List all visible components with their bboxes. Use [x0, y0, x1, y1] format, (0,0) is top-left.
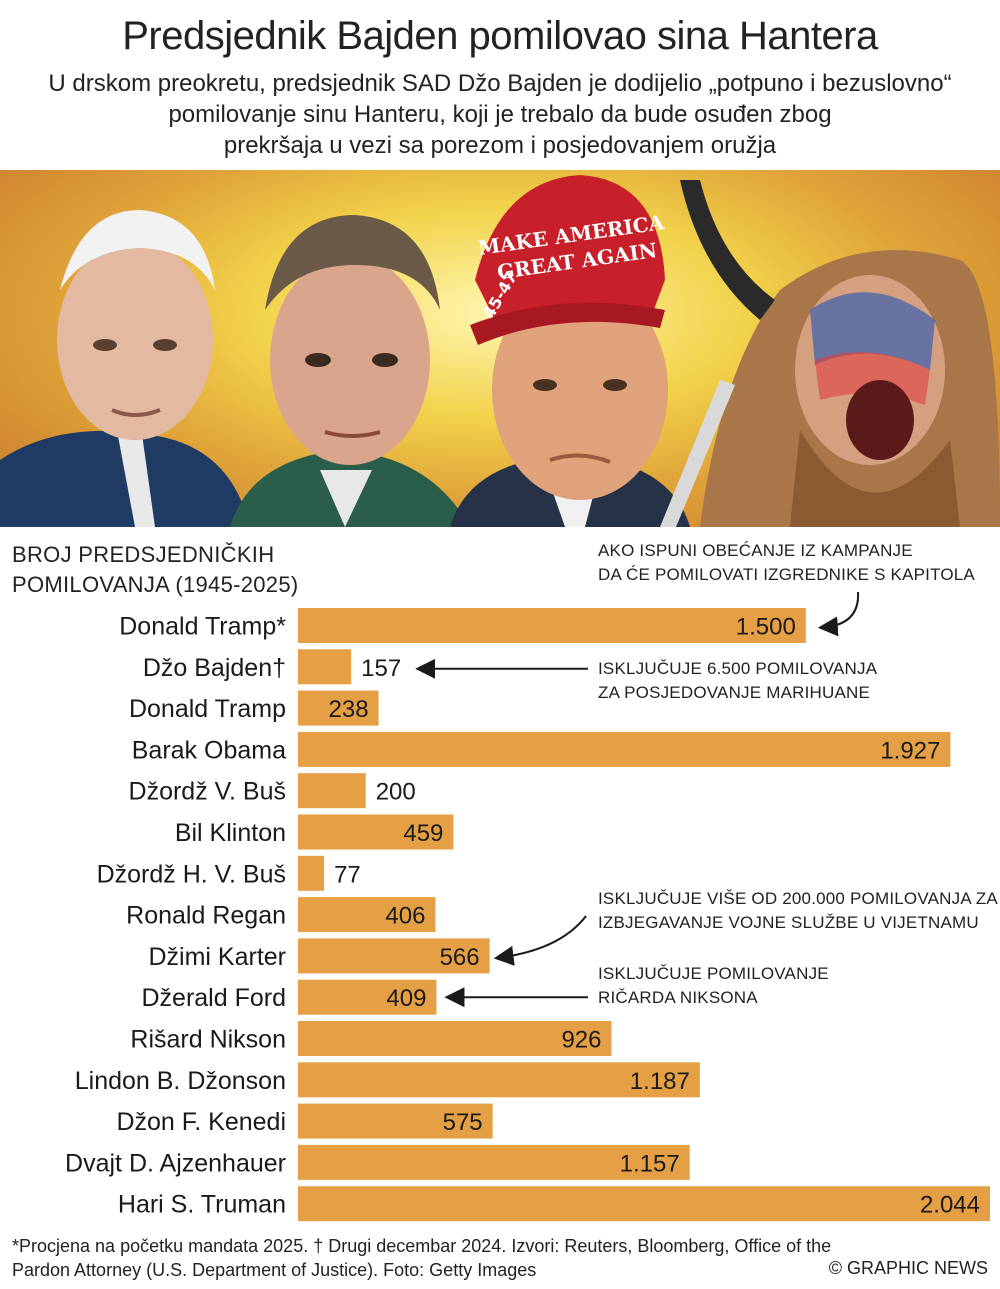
- subtitle-line: pomilovanje sinu Hanteru, koji je trebal…: [168, 101, 832, 128]
- bar: [298, 897, 436, 933]
- portrait-biden: [0, 210, 250, 527]
- category-label: Džordž V. Buš: [129, 778, 286, 806]
- bar: [298, 649, 352, 685]
- category-label: Džordž H. V. Buš: [97, 860, 286, 888]
- value-label: 1.500: [736, 614, 796, 641]
- chart-heading-line: POMILOVANJA (1945-2025): [12, 572, 299, 597]
- annotation-line: ISKLJUČUJE POMILOVANJE: [598, 964, 829, 983]
- photo-illustration: MAKE AMERICA GREAT AGAIN 45-47: [0, 175, 1000, 527]
- annotation-line: IZBJEGAVANJE VOJNE SLUŽBE U VIJETNAMU: [598, 913, 979, 932]
- value-label: 200: [376, 779, 416, 806]
- category-label: Rišard Nikson: [130, 1026, 286, 1054]
- category-label: Donald Tramp: [129, 695, 286, 723]
- category-label: Ronald Regan: [126, 902, 286, 930]
- annotation-line: AKO ISPUNI OBEĆANJE IZ KAMPANJE: [598, 541, 913, 560]
- annotation-arrow: [493, 915, 587, 966]
- portrait-hunter: [230, 215, 470, 527]
- bar: [298, 979, 437, 1015]
- footer-line: Pardon Attorney (U.S. Department of Just…: [12, 1260, 537, 1280]
- value-label: 566: [440, 944, 480, 971]
- footer-notes: *Procjena na početku mandata 2025. † Dru…: [12, 1234, 912, 1282]
- annotation-line: DA ĆE POMILOVATI IZGREDNIKE S KAPITOLA: [598, 565, 975, 584]
- portrait-trump: MAKE AMERICA GREAT AGAIN 45-47: [450, 175, 690, 527]
- category-label: Džon F. Kenedi: [116, 1108, 286, 1136]
- photo-collage: MAKE AMERICA GREAT AGAIN 45-47: [0, 170, 1000, 527]
- bar: [298, 1062, 700, 1098]
- annotation-carter: ISKLJUČUJE VIŠE OD 200.000 POMILOVANJA Z…: [598, 887, 998, 935]
- category-label: Barak Obama: [132, 736, 286, 764]
- annotation-ford: ISKLJUČUJE POMILOVANJE RIČARDA NIKSONA: [598, 962, 829, 1010]
- value-label: 2.044: [920, 1192, 980, 1219]
- annotation-arrow: [817, 591, 860, 637]
- annotation-biden: ISKLJUČUJE 6.500 POMILOVANJA ZA POSJEDOV…: [598, 657, 877, 705]
- value-label: 406: [385, 903, 425, 930]
- annotation-trump-estimate: AKO ISPUNI OBEĆANJE IZ KAMPANJE DA ĆE PO…: [598, 539, 975, 587]
- bar: [298, 814, 454, 850]
- bar: [298, 938, 490, 974]
- subtitle-line: prekršaja u vezi sa porezom i posjedovan…: [223, 132, 777, 159]
- subtitle-line: U drskom preokretu, predsjednik SAD Džo …: [48, 70, 952, 97]
- category-label: Dvajt D. Ajzenhauer: [65, 1149, 286, 1177]
- bar: [298, 855, 325, 891]
- chart-heading: BROJ PREDSJEDNIČKIH POMILOVANJA (1945-20…: [12, 540, 299, 600]
- value-label: 157: [361, 655, 401, 682]
- category-label: Hari S. Truman: [118, 1191, 286, 1219]
- annotation-line: ISKLJUČUJE 6.500 POMILOVANJA: [598, 659, 878, 678]
- category-label: Donald Tramp*: [119, 613, 286, 641]
- value-label: 238: [329, 696, 369, 723]
- subtitle: U drskom preokretu, predsjednik SAD Džo …: [20, 68, 980, 161]
- value-label: 926: [561, 1027, 601, 1054]
- chart-heading-line: BROJ PREDSJEDNIČKIH: [12, 542, 275, 567]
- bar: [298, 731, 951, 767]
- portrait-shaman: [660, 180, 1000, 527]
- bar: [298, 608, 806, 643]
- category-label: Džimi Karter: [148, 943, 286, 971]
- credit: © GRAPHIC NEWS: [828, 1258, 988, 1278]
- bar: [298, 1103, 493, 1139]
- value-label: 575: [443, 1109, 483, 1136]
- value-label: 409: [386, 985, 426, 1012]
- value-label: 1.157: [620, 1150, 680, 1177]
- value-label: 1.927: [880, 737, 940, 764]
- category-label: Lindon B. Džonson: [75, 1067, 286, 1095]
- annotation-line: ISKLJUČUJE VIŠE OD 200.000 POMILOVANJA Z…: [598, 889, 998, 908]
- bar: [298, 1144, 690, 1180]
- value-label: 1.187: [630, 1068, 690, 1095]
- value-label: 459: [403, 820, 443, 847]
- page-title: Predsjednik Bajden pomilovao sina Hanter…: [122, 14, 878, 58]
- bar: [298, 1186, 990, 1222]
- footer-line: *Procjena na početku mandata 2025. † Dru…: [12, 1236, 832, 1256]
- bar: [298, 1021, 612, 1056]
- annotation-line: RIČARDA NIKSONA: [598, 988, 758, 1007]
- category-label: Džo Bajden†: [143, 654, 286, 682]
- annotation-line: ZA POSJEDOVANJE MARIHUANE: [598, 683, 871, 702]
- bar: [298, 773, 366, 809]
- category-label: Bil Klinton: [175, 819, 286, 847]
- value-label: 77: [334, 861, 361, 888]
- category-label: Džerald Ford: [142, 984, 287, 1012]
- bar: [298, 690, 379, 726]
